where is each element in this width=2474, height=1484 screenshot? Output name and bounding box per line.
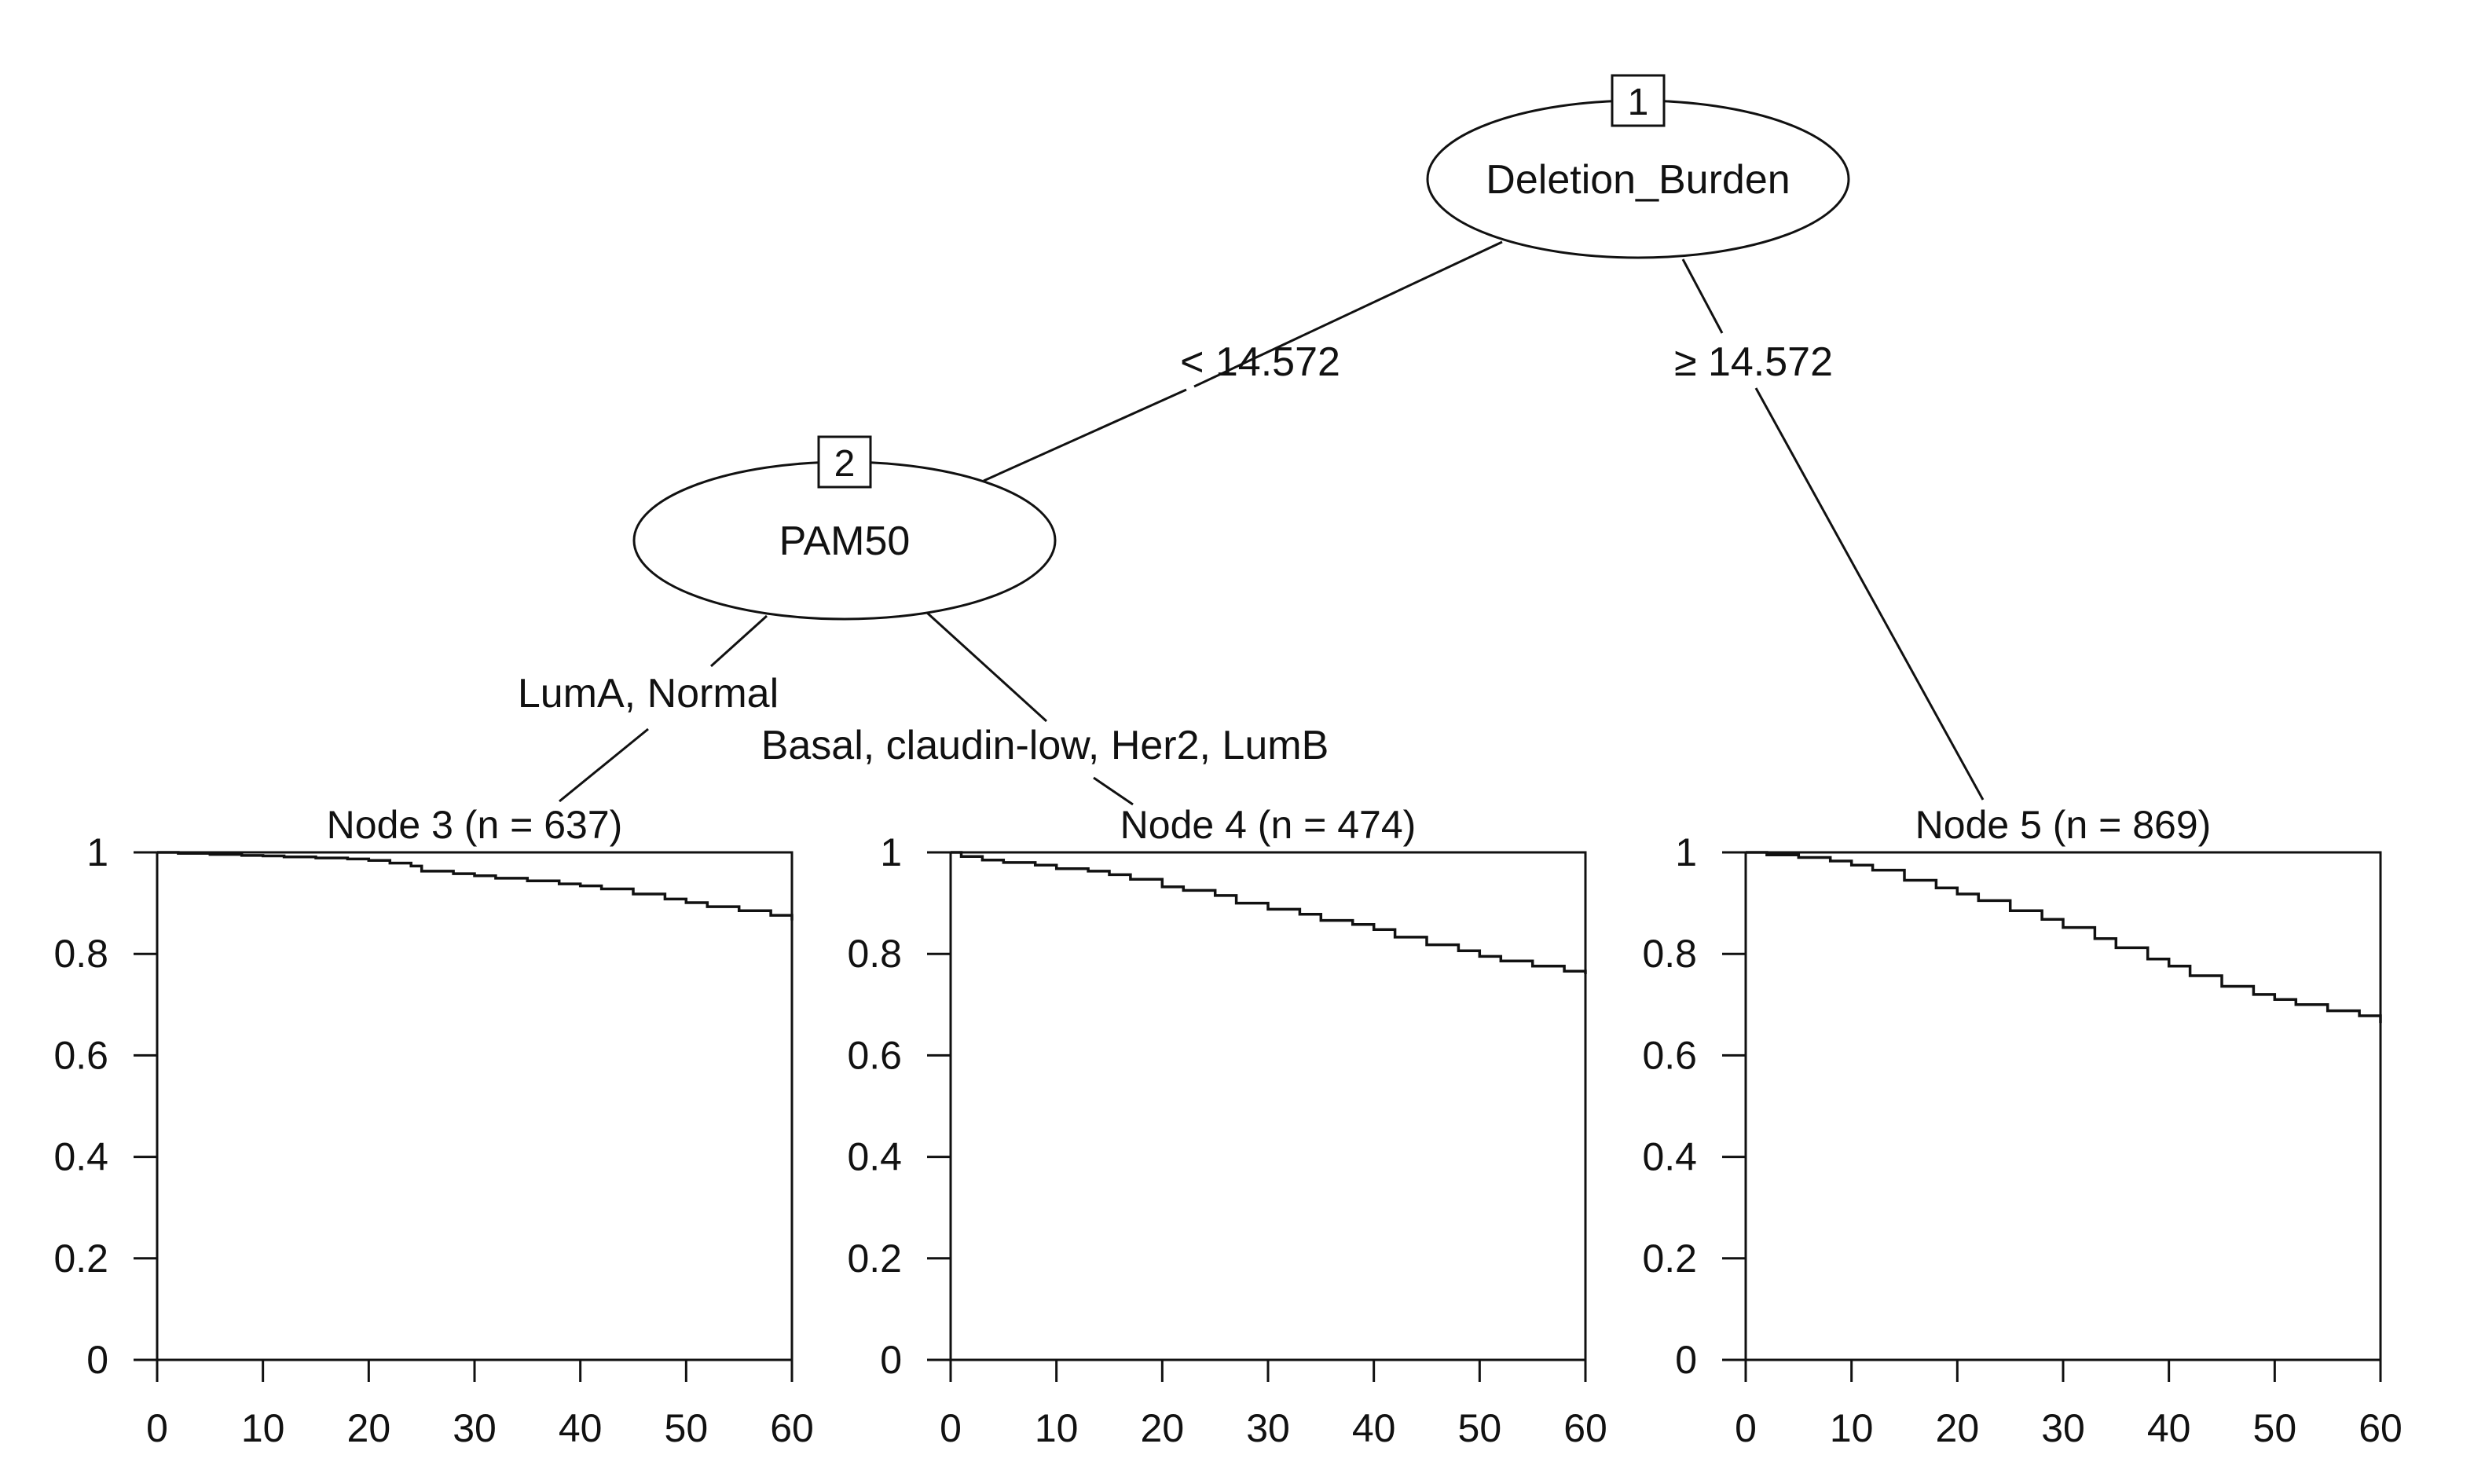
edge-label-1-2: < 14.572 [1180, 339, 1340, 385]
y-tick-label: 1 [1675, 830, 1697, 874]
x-tick-label: 10 [1830, 1406, 1874, 1450]
survival-panels: Node 3 (n = 637)00.20.40.60.810 10 20 30 40 5… [53, 803, 2402, 1450]
survival-panel-1: Node 3 (n = 637)00.20.40.60.810 10 20 30 40 5… [53, 803, 813, 1450]
panel-title: Node 3 (n = 637) [327, 803, 623, 847]
edge-1-5-lower [1754, 387, 1985, 801]
node-id-label: 2 [834, 443, 856, 485]
survival-curve [951, 851, 1587, 974]
y-tick-label: 0.6 [53, 1033, 108, 1077]
y-tick-label: 0.8 [53, 932, 108, 976]
edge-2-4-upper [925, 611, 1048, 723]
node-id-label: 1 [1628, 82, 1649, 123]
x-tick-label: 50 [2253, 1406, 2297, 1450]
edge-2-4-lower [1093, 776, 1134, 806]
node-id-box [1611, 74, 1666, 127]
plot-frame [949, 851, 1587, 1361]
x-tick-label: 20 [1936, 1406, 1980, 1450]
y-tick-label: 0.8 [1642, 932, 1697, 976]
tree-structure: < 14.572 ≥ 14.572 LumA, Normal Basal, cl… [518, 74, 1985, 806]
y-tick-label: 0.8 [847, 932, 902, 976]
edge-1-5-upper [1681, 258, 1724, 334]
survival-panel-2: Node 4 (n = 474)00.20.40.60.810 10 20 30 40 5… [847, 803, 1607, 1450]
y-tick-label: 0.4 [847, 1135, 902, 1179]
y-tick-label: 1 [86, 830, 108, 874]
x-tick-label: 30 [2041, 1406, 2085, 1450]
edge-1-2-upper [1193, 240, 1503, 388]
x-tick-label: 20 [347, 1406, 391, 1450]
y-tick-label: 0.6 [1642, 1033, 1697, 1077]
y-tick-label: 0.6 [847, 1033, 902, 1077]
x-tick-label: 40 [1352, 1406, 1396, 1450]
edge-1-2-lower [983, 388, 1187, 482]
node-variable-label: PAM50 [779, 518, 911, 564]
x-tick-label: 40 [559, 1406, 603, 1450]
x-tick-label: 60 [2359, 1406, 2403, 1450]
survival-curve [157, 851, 794, 921]
x-tick-label: 20 [1141, 1406, 1185, 1450]
y-tick-label: 0 [880, 1338, 902, 1382]
x-tick-label: 30 [1246, 1406, 1290, 1450]
node-id-box [817, 435, 872, 489]
tree-node-2: 2 PAM50 [632, 435, 1057, 621]
panel-title: Node 5 (n = 869) [1915, 803, 2212, 847]
edge-2-3-lower [559, 727, 649, 803]
y-tick-label: 0.4 [1642, 1135, 1697, 1179]
survival-panel-3: Node 5 (n = 869)00.20.40.60.810 10 20 30 40 5… [1642, 803, 2402, 1450]
y-tick-label: 0 [86, 1338, 108, 1382]
tree-node-1: 1 Deletion_Burden [1426, 74, 1850, 259]
x-tick-label: 40 [2147, 1406, 2191, 1450]
y-tick-label: 1 [880, 830, 902, 874]
x-tick-label: 50 [665, 1406, 709, 1450]
panel-title: Node 4 (n = 474) [1120, 803, 1417, 847]
y-tick-label: 0.2 [1642, 1237, 1697, 1281]
x-tick-label: 10 [1035, 1406, 1079, 1450]
x-tick-label: 60 [770, 1406, 814, 1450]
node-variable-label: Deletion_Burden [1486, 157, 1790, 203]
edge-label-2-4: Basal, claudin-low, Her2, LumB [761, 723, 1329, 768]
y-tick-label: 0 [1675, 1338, 1697, 1382]
x-tick-label: 0 [146, 1406, 168, 1450]
x-tick-label: 30 [453, 1406, 497, 1450]
y-tick-label: 0.2 [847, 1237, 902, 1281]
edge-label-1-5: ≥ 14.572 [1674, 339, 1833, 385]
plot-frame [156, 851, 794, 1361]
y-tick-label: 0.2 [53, 1237, 108, 1281]
x-tick-label: 60 [1563, 1406, 1607, 1450]
y-tick-label: 0.4 [53, 1135, 108, 1179]
survival-curve [1746, 851, 2382, 1024]
edge-2-3-upper [709, 614, 768, 668]
x-tick-label: 50 [1458, 1406, 1502, 1450]
edge-label-2-3: LumA, Normal [518, 671, 779, 716]
x-tick-label: 10 [241, 1406, 285, 1450]
x-tick-label: 0 [1735, 1406, 1757, 1450]
x-tick-label: 0 [940, 1406, 962, 1450]
